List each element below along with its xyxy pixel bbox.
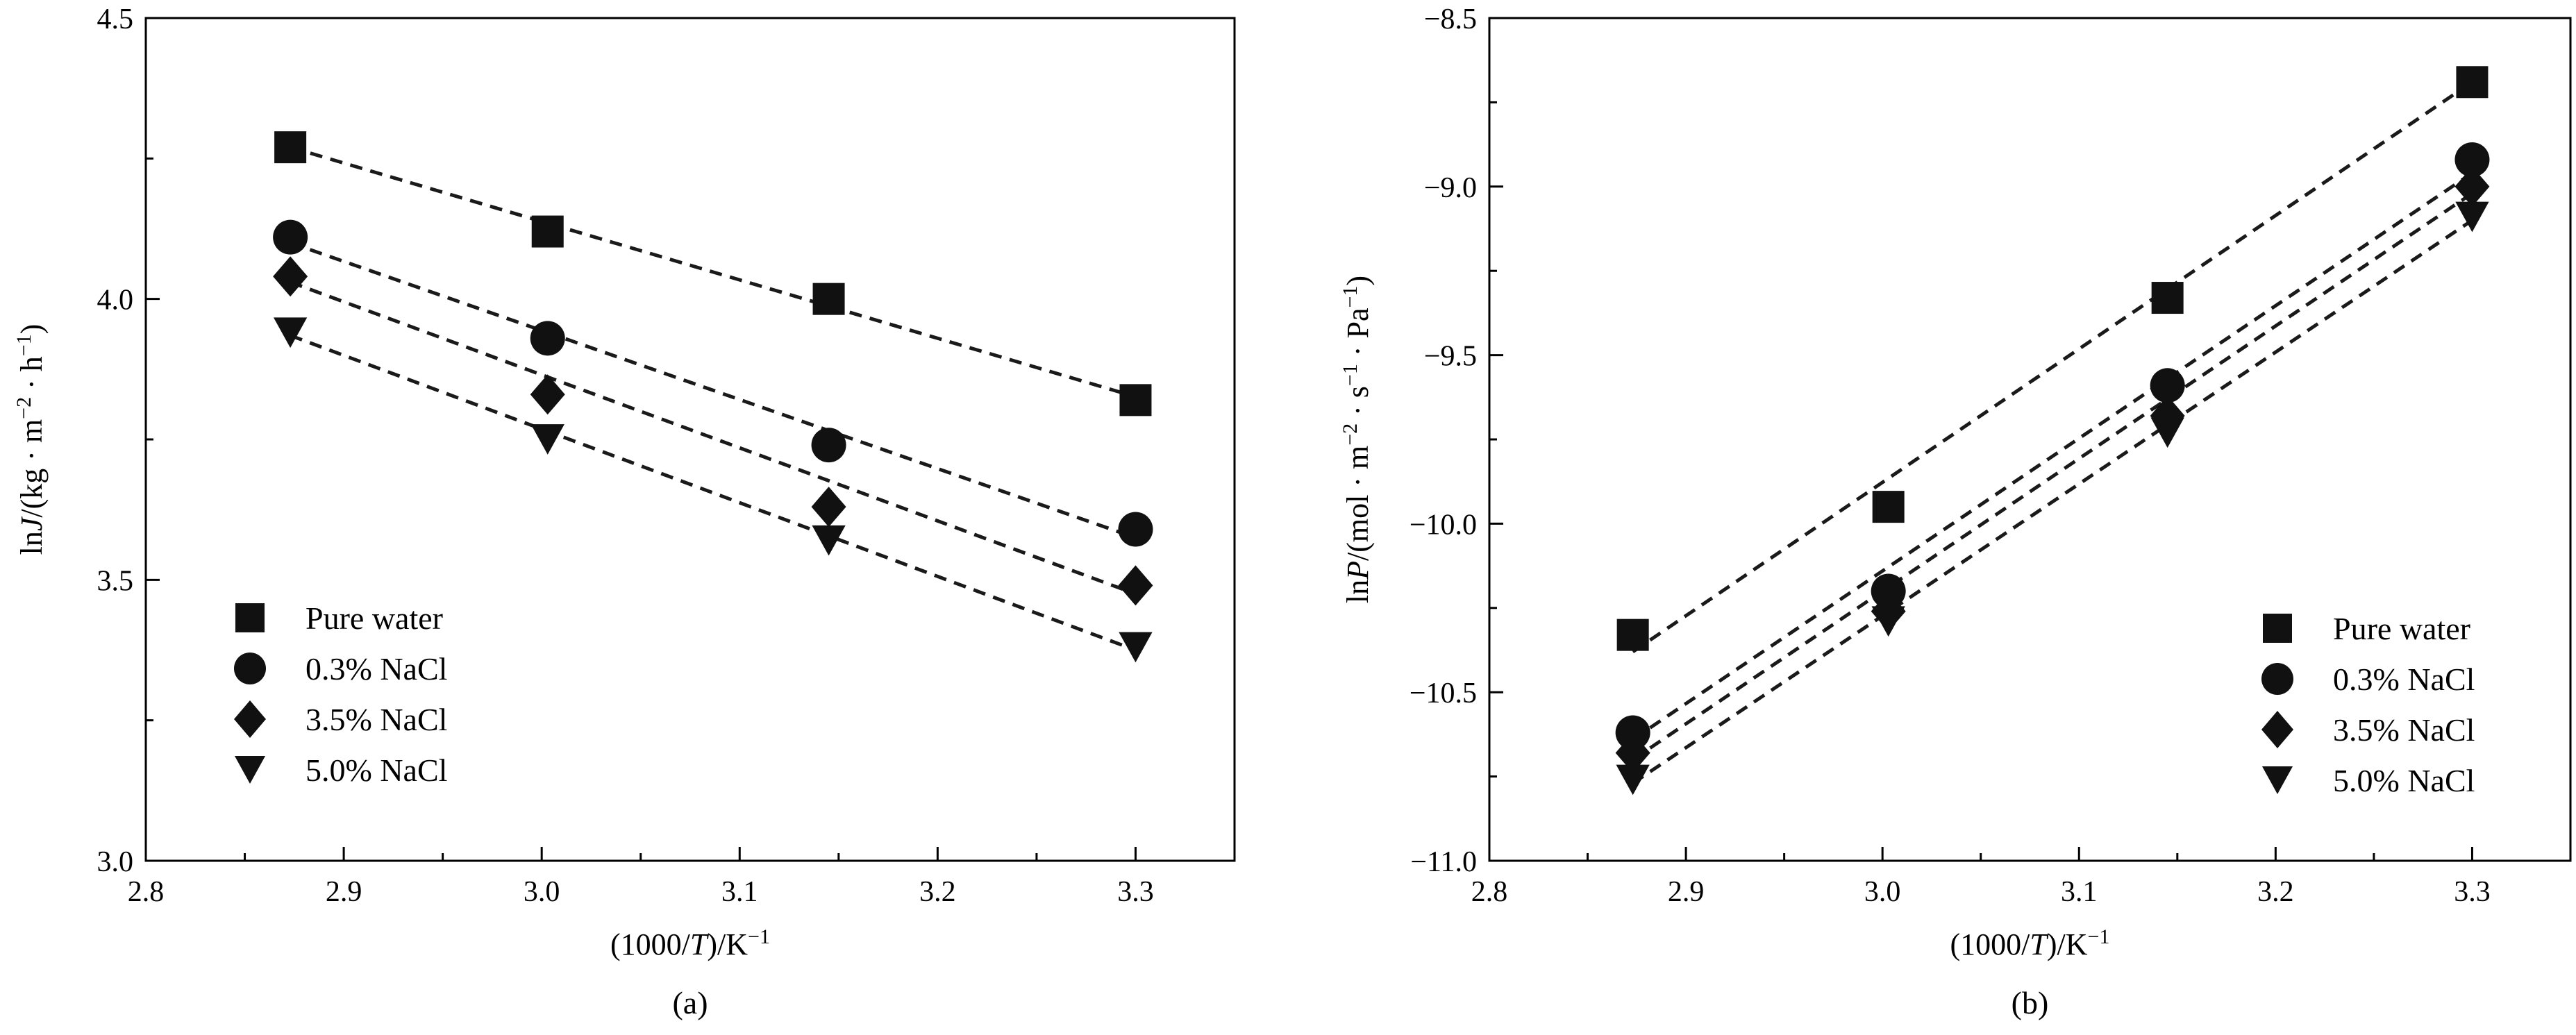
legend-marker-circle	[234, 653, 266, 684]
x-tick-label: 2.8	[1471, 876, 1508, 908]
data-point-triangle-down	[1616, 764, 1650, 796]
y-tick-label: −10.0	[1410, 509, 1477, 541]
data-point-triangle-down	[530, 424, 564, 455]
data-point-diamond	[530, 374, 565, 415]
x-tick-label: 3.2	[919, 876, 956, 908]
legend-marker-triangle-down	[2261, 766, 2293, 794]
y-tick-label: −10.5	[1410, 678, 1477, 709]
x-tick-label: 2.9	[326, 876, 362, 908]
y-axis-title: lnJ/(kg · m−2 · h−1)	[12, 324, 49, 555]
y-tick-label: 4.5	[97, 3, 134, 35]
data-point-circle	[530, 321, 565, 356]
panel-b: 2.8 2.9 3.0 3.1 3.2 3.3 −11.0 −10.5 −10.0 −9.5 −9.…	[1339, 3, 2572, 1020]
data-point-triangle-down	[2150, 417, 2184, 448]
y-tick-label: −8.5	[1424, 3, 1477, 35]
legend-marker-diamond	[2261, 711, 2293, 748]
x-tick-label: 3.0	[524, 876, 560, 908]
data-point-square	[274, 131, 307, 164]
y-axis-title: lnP/(mol · m−2 · s−1 · Pa−1)	[1339, 276, 1375, 603]
x-tick-label: 2.8	[128, 876, 165, 908]
data-point-circle	[2454, 142, 2490, 177]
data-point-circle	[2150, 368, 2185, 403]
legend-label: Pure water	[2333, 611, 2470, 646]
data-point-diamond	[811, 487, 846, 528]
data-point-circle	[1871, 573, 1906, 609]
data-point-circle	[273, 219, 308, 255]
x-axis-title: (1000/T)/K−1	[1950, 925, 2110, 962]
data-point-triangle-down	[2455, 201, 2489, 233]
fit-line-diamond	[1632, 192, 2473, 761]
data-point-diamond	[1615, 732, 1650, 773]
legend-marker-square	[2263, 614, 2292, 643]
data-point-triangle-down	[273, 317, 308, 348]
data-point-square	[2151, 282, 2184, 314]
legend-marker-square	[235, 603, 265, 632]
fit-line-square	[1632, 81, 2473, 653]
legend-label: 0.3% NaCl	[2333, 662, 2475, 697]
x-tick-label: 3.3	[2454, 876, 2491, 908]
y-tick-label: 3.0	[97, 846, 134, 878]
legend-label: 3.5% NaCl	[2333, 712, 2475, 748]
y-tick-label: 4.0	[97, 285, 134, 317]
data-point-triangle-down	[812, 525, 846, 556]
data-point-circle	[1118, 512, 1153, 547]
y-tick-label: 3.5	[97, 565, 134, 597]
y-tick-label: −9.0	[1424, 172, 1477, 204]
data-point-square	[1872, 491, 1905, 523]
data-point-triangle-down	[1119, 632, 1153, 663]
fit-line-circle	[1632, 171, 2473, 741]
legend-marker-triangle-down	[234, 756, 266, 784]
legend-label: Pure water	[306, 600, 443, 636]
fit-line-triangle-down	[1632, 219, 2473, 785]
data-point-circle	[811, 428, 846, 463]
legend-marker-diamond	[234, 700, 266, 738]
legend-label: 5.0% NaCl	[306, 752, 447, 788]
legend-label: 0.3% NaCl	[306, 651, 447, 687]
data-point-square	[812, 283, 845, 315]
x-tick-label: 3.0	[1864, 876, 1901, 908]
data-point-square	[1119, 384, 1152, 416]
x-tick-label: 3.1	[2061, 876, 2098, 908]
y-tick-label: −9.5	[1424, 341, 1477, 373]
x-tick-label: 3.1	[721, 876, 758, 908]
data-point-diamond	[1118, 565, 1153, 606]
panel-label: (a)	[672, 985, 708, 1020]
legend-label: 5.0% NaCl	[2333, 763, 2475, 798]
fit-line-triangle-down	[290, 333, 1137, 652]
legend-marker-circle	[2261, 663, 2293, 695]
panel-label: (b)	[2012, 985, 2049, 1020]
fit-line-diamond	[290, 280, 1137, 596]
data-point-diamond	[273, 256, 308, 297]
data-point-square	[1616, 619, 1649, 651]
data-point-triangle-down	[1871, 606, 1905, 637]
data-point-square	[531, 215, 564, 248]
data-point-square	[2456, 66, 2489, 99]
panel-a: 2.8 2.9 3.0 3.1 3.2 3.3 3.0 3.5 4.0 4.5 (1000/T)/K…	[12, 3, 1236, 1020]
data-point-diamond	[2454, 166, 2490, 207]
y-tick-label: −11.0	[1410, 846, 1477, 878]
x-tick-label: 3.3	[1117, 876, 1154, 908]
x-tick-label: 2.9	[1668, 876, 1705, 908]
fit-line-circle	[290, 241, 1137, 539]
data-point-circle	[1615, 715, 1650, 750]
legend-label: 3.5% NaCl	[306, 702, 447, 737]
x-axis-title: (1000/T)/K−1	[610, 925, 770, 962]
x-tick-label: 3.2	[2257, 876, 2294, 908]
fit-line-square	[290, 145, 1137, 398]
